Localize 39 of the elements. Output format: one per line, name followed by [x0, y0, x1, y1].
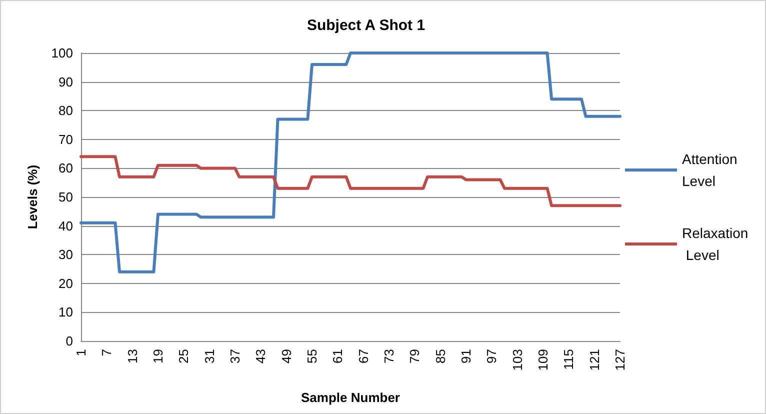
x-tick-label: 103 [510, 349, 525, 371]
x-tick-label: 91 [458, 349, 474, 364]
y-tick-label: 10 [58, 304, 73, 320]
x-tick-label: 43 [253, 349, 268, 364]
y-tick-label: 20 [58, 276, 73, 291]
x-tick-label: 79 [407, 349, 422, 364]
x-tick-label: 73 [382, 349, 396, 364]
x-tick-label: 127 [612, 349, 628, 371]
x-tick-label: 115 [561, 349, 576, 370]
x-tick-label: 7 [99, 349, 114, 356]
x-tick-label: 109 [536, 349, 550, 371]
y-axis-title: Levels (%) [25, 164, 40, 230]
x-tick-label: 97 [484, 349, 500, 364]
legend-label: Relaxation Level [682, 225, 748, 263]
y-tick-label: 90 [58, 74, 73, 90]
x-tick-label: 121 [586, 349, 602, 371]
x-tick-label: 19 [150, 349, 166, 364]
x-tick-label: 67 [356, 349, 371, 364]
y-tick-label: 40 [58, 218, 73, 234]
x-tick-label: 37 [228, 349, 242, 364]
x-tick-label: 55 [304, 349, 320, 364]
legend-label: Attention Level [682, 151, 742, 189]
line-series [80, 155, 622, 208]
x-tick-label: 31 [202, 349, 217, 364]
x-axis-title: Sample Number [301, 390, 400, 405]
y-tick-label: 50 [58, 190, 73, 204]
x-tick-label: 49 [278, 349, 294, 364]
y-tick-label: 0 [66, 334, 73, 348]
x-tick-label: 13 [124, 349, 140, 364]
y-tick-label: 30 [58, 247, 73, 262]
x-tick-label: 25 [176, 349, 192, 364]
y-tick-label: 60 [58, 160, 73, 176]
x-tick-label: 61 [330, 349, 346, 364]
y-tick-label: 80 [58, 103, 73, 118]
x-tick-label: 85 [432, 349, 448, 364]
y-tick-label: 100 [51, 46, 73, 60]
y-tick-label: 70 [58, 132, 73, 147]
x-tick-label: 1 [74, 349, 88, 356]
chart-title: Subject A Shot 1 [306, 17, 426, 34]
